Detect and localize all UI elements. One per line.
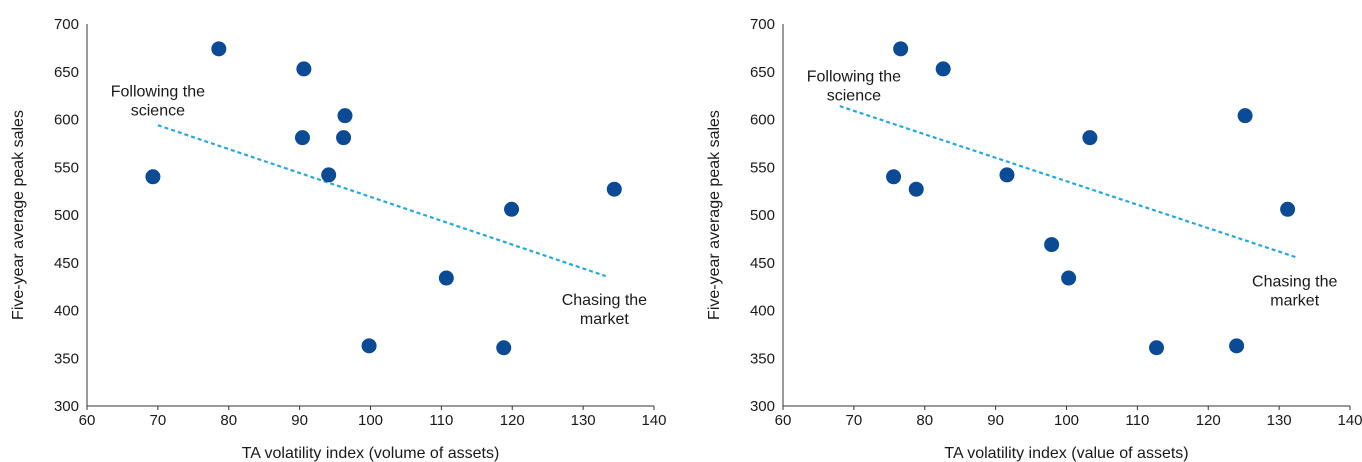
annotation-line: Following the bbox=[111, 84, 205, 101]
x-tick-label: 120 bbox=[500, 412, 525, 429]
data-point bbox=[935, 61, 951, 77]
x-tick-label: 60 bbox=[79, 412, 96, 429]
y-tick-label: 350 bbox=[54, 350, 79, 367]
data-point bbox=[145, 169, 161, 185]
y-tick-label: 600 bbox=[54, 112, 79, 129]
annotation-line: Chasing the bbox=[1252, 274, 1337, 291]
x-tick-label: 110 bbox=[1125, 412, 1149, 429]
x-tick-label: 70 bbox=[846, 412, 863, 429]
annotation-label: Chasing the market bbox=[1252, 274, 1337, 310]
trend-line bbox=[157, 124, 607, 278]
x-tick-label: 60 bbox=[775, 412, 792, 429]
data-point bbox=[211, 41, 227, 57]
y-tick-label: 450 bbox=[54, 255, 79, 272]
annotation-line: market bbox=[580, 311, 629, 328]
y-axis-label: Five-year average peak sales bbox=[706, 110, 723, 320]
y-tick-label: 650 bbox=[54, 64, 79, 81]
x-tick-label: 110 bbox=[429, 412, 453, 429]
x-axis-label: TA volatility index (value of assets) bbox=[944, 445, 1188, 462]
data-point bbox=[1149, 340, 1165, 356]
y-tick-label: 650 bbox=[750, 64, 775, 81]
y-tick-label: 600 bbox=[750, 112, 775, 129]
x-tick-label: 140 bbox=[1337, 412, 1362, 429]
y-tick-label: 500 bbox=[54, 207, 79, 224]
y-tick-label: 550 bbox=[750, 159, 775, 176]
data-point bbox=[1229, 338, 1245, 354]
annotation-line: market bbox=[1270, 293, 1319, 310]
annotation-line: Following the bbox=[807, 68, 901, 85]
x-tick-label: 120 bbox=[1196, 412, 1221, 429]
data-point bbox=[893, 41, 909, 57]
data-point bbox=[1044, 237, 1060, 253]
y-tick-label: 350 bbox=[750, 350, 775, 367]
data-point bbox=[337, 108, 353, 124]
y-tick-label: 700 bbox=[54, 16, 79, 33]
annotation-label: Following the science bbox=[111, 84, 205, 120]
x-tick-label: 80 bbox=[916, 412, 933, 429]
chart-panel-1: 300 350 400 450 500 550 600 650 700 60 70 80 90 100 11… bbox=[10, 16, 667, 462]
chart-panel-2: 300 350 400 450 500 550 600 650 700 60 70 80 90 100 11… bbox=[706, 16, 1362, 462]
annotation-label: Chasing the market bbox=[562, 292, 647, 328]
annotation-line: science bbox=[131, 103, 185, 120]
data-point bbox=[336, 130, 352, 146]
data-point bbox=[886, 169, 902, 185]
data-point bbox=[606, 181, 622, 197]
trend-line bbox=[839, 105, 1296, 259]
data-point bbox=[321, 167, 337, 183]
y-axis-label: Five-year average peak sales bbox=[10, 110, 27, 320]
data-point bbox=[908, 181, 924, 197]
x-tick-label: 80 bbox=[220, 412, 237, 429]
annotation-label: Following the science bbox=[807, 68, 901, 104]
data-point bbox=[294, 130, 310, 146]
y-tick-label: 300 bbox=[750, 398, 775, 415]
y-tick-label: 300 bbox=[54, 398, 79, 415]
y-tick-label: 700 bbox=[750, 16, 775, 33]
data-point bbox=[1082, 130, 1098, 146]
data-point bbox=[438, 270, 454, 286]
x-tick-label: 140 bbox=[641, 412, 666, 429]
x-tick-label: 90 bbox=[291, 412, 308, 429]
data-point bbox=[361, 338, 377, 354]
x-tick-label: 100 bbox=[358, 412, 383, 429]
y-tick-label: 400 bbox=[750, 303, 775, 320]
y-tick-label: 400 bbox=[54, 303, 79, 320]
x-tick-label: 90 bbox=[987, 412, 1004, 429]
data-point bbox=[999, 167, 1015, 183]
annotation-line: science bbox=[827, 87, 881, 104]
annotation-line: Chasing the bbox=[562, 292, 647, 309]
y-tick-label: 500 bbox=[750, 207, 775, 224]
data-point bbox=[504, 201, 520, 217]
data-point bbox=[296, 61, 312, 77]
x-tick-label: 70 bbox=[150, 412, 167, 429]
data-point bbox=[1280, 201, 1296, 217]
data-point bbox=[1061, 270, 1077, 286]
x-tick-label: 130 bbox=[1267, 412, 1292, 429]
y-tick-label: 550 bbox=[54, 159, 79, 176]
y-tick-label: 450 bbox=[750, 255, 775, 272]
x-tick-label: 100 bbox=[1054, 412, 1079, 429]
x-tick-label: 130 bbox=[571, 412, 596, 429]
x-axis-label: TA volatility index (volume of assets) bbox=[242, 445, 500, 462]
data-point bbox=[496, 340, 512, 356]
data-point bbox=[1237, 108, 1253, 124]
